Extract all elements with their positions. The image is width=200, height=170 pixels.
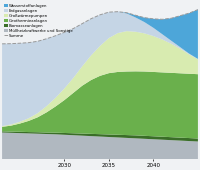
Legend: Wasserstoffanlagen, Erdgasanlagen, Großwärmepumpen, Geothermieanlagen, Biomassea: Wasserstoffanlagen, Erdgasanlagen, Großw… (4, 4, 73, 38)
